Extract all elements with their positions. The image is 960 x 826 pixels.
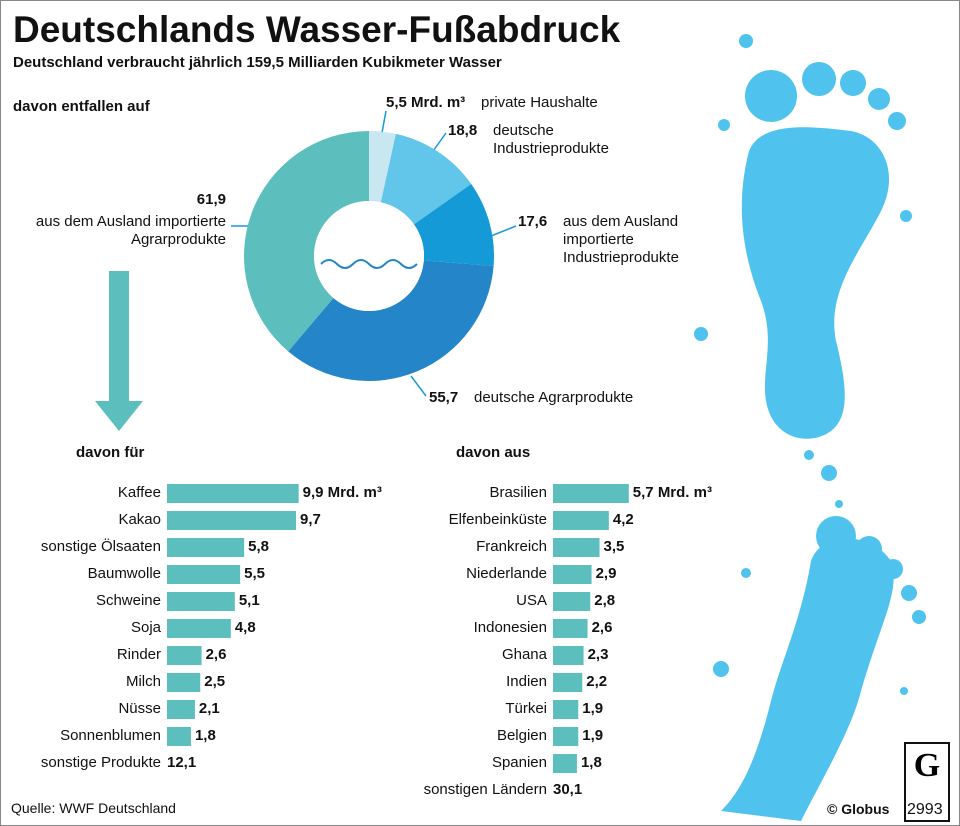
bar	[167, 673, 201, 692]
title: Deutschlands Wasser-Fußabdruck	[13, 9, 621, 50]
category-label: Rinder	[116, 646, 161, 663]
bar	[167, 619, 231, 638]
donut-value-label: 17,6	[518, 213, 548, 230]
donut-segment	[413, 184, 495, 266]
donut-label: aus dem Ausland importierte Agrarprodukt…	[35, 213, 226, 248]
bar	[553, 619, 588, 638]
value-label: 2,9	[595, 565, 617, 582]
category-label: Sonnenblumen	[60, 727, 161, 744]
bar	[553, 727, 579, 746]
value-label: 2,8	[594, 592, 616, 609]
bar	[167, 565, 241, 584]
value-label: 5,7 Mrd. m³	[632, 484, 712, 501]
arrow	[95, 271, 143, 431]
category-label: sonstige Produkte	[40, 754, 161, 771]
donut-segment	[380, 133, 472, 225]
category-label: Milch	[125, 673, 161, 690]
donut-value-label: 18,8	[448, 122, 478, 139]
category-label: Frankreich	[476, 538, 547, 555]
bar	[553, 646, 584, 665]
bar	[167, 700, 195, 719]
category-label: Indien	[506, 673, 547, 690]
category-label: Niederlande	[466, 565, 547, 582]
footprints	[694, 34, 926, 821]
value-label: 1,9	[582, 727, 604, 744]
category-label: Kaffee	[117, 484, 161, 501]
value-label: 2,6	[591, 619, 613, 636]
bar	[167, 727, 191, 746]
value-label: 2,6	[205, 646, 227, 663]
value-label: 2,1	[198, 700, 220, 717]
value-label: 1,8	[580, 754, 602, 771]
value-label: 9,7	[300, 511, 321, 528]
category-label: Türkei	[505, 700, 547, 717]
value-label: 4,8	[234, 619, 256, 636]
bar	[553, 511, 609, 530]
bar-title: davon aus	[456, 444, 531, 461]
donut-label: aus dem Ausland importierte Industriepro…	[563, 213, 679, 266]
category-label: Brasilien	[489, 484, 547, 501]
category-label: Indonesien	[473, 619, 547, 636]
donut-segment	[244, 131, 369, 352]
bar	[167, 538, 245, 557]
subtitle: Deutschland verbraucht jährlich 159,5 Mi…	[13, 54, 502, 71]
logo: G	[914, 747, 940, 784]
donut-title: davon entfallen auf	[13, 98, 150, 115]
bar	[167, 592, 235, 611]
bar	[553, 592, 591, 611]
value-label: 3,5	[603, 538, 625, 555]
category-label: Belgien	[496, 727, 547, 744]
category-label: Baumwolle	[87, 565, 161, 582]
category-label: Nüsse	[118, 700, 161, 717]
value-label: 30,1	[553, 781, 583, 798]
bar-title: davon für	[76, 444, 145, 461]
value-label: 2,5	[204, 673, 226, 690]
source: Quelle: WWF Deutschland	[11, 800, 176, 816]
category-label: Soja	[130, 619, 161, 636]
bar	[167, 511, 297, 530]
value-label: 1,9	[582, 700, 604, 717]
value-label: 12,1	[167, 754, 197, 771]
donut-hole	[314, 201, 424, 311]
wave	[320, 259, 418, 269]
value-label: 1,8	[194, 727, 216, 744]
value-label: 9,9 Mrd. m³	[302, 484, 382, 501]
bar	[553, 700, 579, 719]
donut-label: deutsche Agrarprodukte	[474, 389, 634, 406]
donut	[244, 131, 495, 381]
bar	[553, 565, 592, 584]
donut-value-label: 61,9	[196, 191, 226, 208]
value-label: 5,5	[244, 565, 265, 582]
category-label: sonstige Ölsaaten	[40, 538, 161, 555]
category-label: Spanien	[491, 754, 547, 771]
value-label: 2,2	[586, 673, 608, 690]
category-label: Kakao	[118, 511, 161, 528]
category-label: Ghana	[501, 646, 547, 663]
graphic-number: 2993	[907, 801, 943, 818]
value-label: 5,1	[238, 592, 260, 609]
category-label: Schweine	[95, 592, 161, 609]
bar	[553, 754, 577, 773]
bar	[167, 484, 299, 503]
donut-value-label: 55,7	[429, 389, 459, 406]
logo-box	[904, 742, 950, 822]
bar	[553, 484, 629, 503]
bar	[553, 673, 583, 692]
category-label: Elfenbeinküste	[448, 511, 547, 528]
bar	[167, 646, 202, 665]
value-label: 5,8	[248, 538, 269, 555]
bar	[553, 538, 600, 557]
donut-value-label: 5,5 Mrd. m³	[386, 94, 466, 111]
value-label: 4,2	[612, 511, 634, 528]
credit: © Globus	[827, 801, 890, 817]
donut-segment	[288, 260, 494, 381]
value-label: 2,3	[587, 646, 609, 663]
donut-label: private Haushalte	[481, 94, 598, 111]
category-label: USA	[516, 592, 547, 609]
donut-segment	[369, 131, 396, 203]
category-label: sonstigen Ländern	[423, 781, 547, 798]
donut-label: deutsche Industrieprodukte	[493, 122, 609, 157]
